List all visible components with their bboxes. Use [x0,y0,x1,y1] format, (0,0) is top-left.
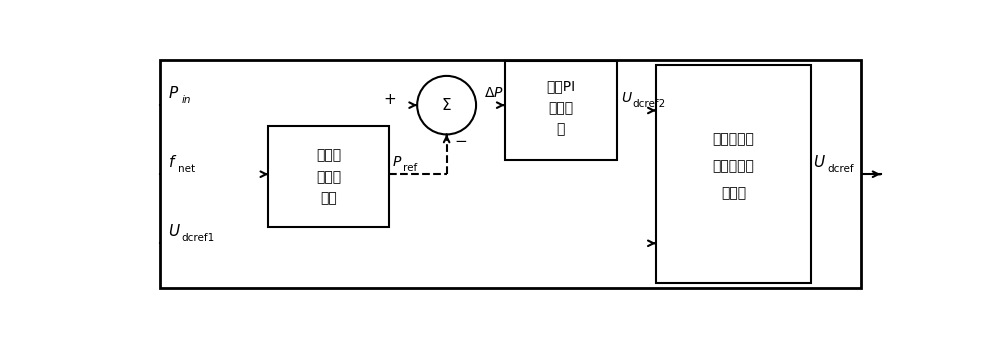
Text: $U$: $U$ [813,154,826,170]
Bar [268,126,388,227]
Text: 直流电压参: 直流电压参 [712,133,754,147]
Text: ref: ref [403,163,417,173]
Bar [160,60,861,288]
Text: dcref2: dcref2 [633,99,666,109]
Text: 考值选择控: 考值选择控 [712,159,754,173]
Bar [656,65,811,283]
Text: $\Delta P$: $\Delta P$ [484,86,504,100]
Text: 减控制: 减控制 [316,170,341,184]
Text: dcref: dcref [827,164,854,174]
Text: $U$: $U$ [168,223,180,239]
Text: 控制模: 控制模 [548,101,574,115]
Text: dcref1: dcref1 [182,233,215,243]
Text: $f$: $f$ [168,154,177,170]
Text: $P$: $P$ [392,155,403,169]
Text: $P$: $P$ [168,85,179,101]
Text: in: in [182,95,191,105]
Text: 块: 块 [557,122,565,136]
Text: net: net [178,164,195,174]
Text: 制模块: 制模块 [721,186,746,200]
Bar [505,61,617,160]
Text: −: − [454,134,467,149]
Text: 第一PI: 第一PI [546,80,576,93]
Text: 模块: 模块 [320,191,337,205]
Text: $\Sigma$: $\Sigma$ [441,97,452,113]
Text: +: + [384,92,396,107]
Text: 有功削: 有功削 [316,149,341,162]
Text: $U$: $U$ [621,91,633,105]
